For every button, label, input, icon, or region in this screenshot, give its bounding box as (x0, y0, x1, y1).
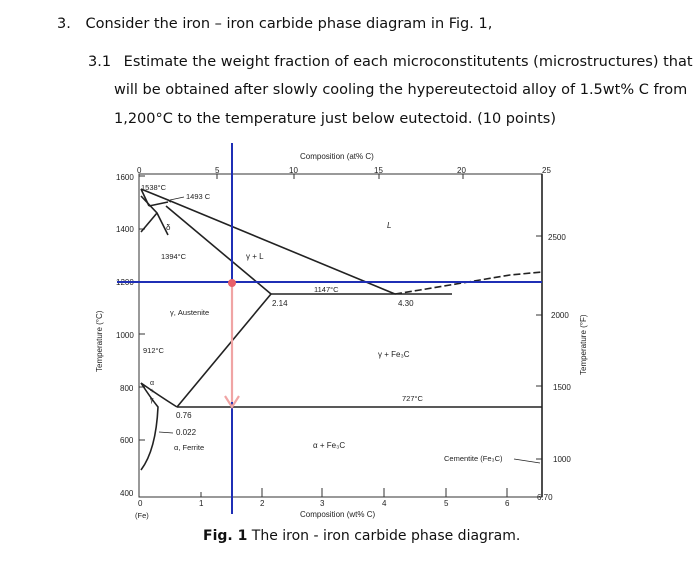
right-tick-2500: 2500 (548, 233, 566, 242)
acm-line (176, 293, 272, 408)
subquestion-line-1: 3.1 Estimate the weight fraction of each… (88, 54, 693, 70)
top-axis-label: Composition (at% C) (300, 152, 374, 161)
liquidus-gamma (167, 199, 396, 295)
right-tick-2000: 2000 (551, 311, 569, 320)
a3-line (140, 382, 178, 408)
bottom-tick-670: 6.70 (537, 493, 553, 502)
label-liquid: L (387, 221, 391, 230)
bottom-tick-3: 3 (320, 499, 325, 508)
caption-bold: Fig. 1 (203, 528, 248, 544)
bottom-axis-ticks (200, 488, 508, 497)
bottom-tick-5: 5 (444, 499, 449, 508)
bottom-axis-label: Composition (wt% C) (300, 510, 375, 519)
caption-text: The iron - iron carbide phase diagram. (247, 528, 521, 544)
label-1538: 1538°C (141, 183, 167, 192)
subquestion-text-1: Estimate the weight fraction of each mic… (123, 54, 693, 70)
label-214: 2.14 (272, 299, 288, 308)
label-430: 4.30 (398, 299, 414, 308)
label-ferrite-leader (158, 431, 174, 434)
bottom-tick-0: 0 (138, 499, 143, 508)
right-axis-label: Temperature (°F) (579, 314, 588, 375)
label-912: 912°C (143, 346, 165, 355)
question-number: 3. (57, 16, 71, 32)
left-tick-1600: 1600 (116, 173, 134, 182)
left-axis-ticks (139, 175, 145, 441)
top-tick-15: 15 (374, 166, 383, 175)
top-tick-10: 10 (289, 166, 298, 175)
solidus-gamma (165, 205, 272, 295)
peritectic-line (148, 201, 169, 207)
left-tick-1000: 1000 (116, 331, 134, 340)
subquestion-line-3: 1,200°C to the temperature just below eu… (114, 111, 556, 127)
left-tick-400: 400 (120, 489, 134, 498)
label-alpha-gamma-a: α (150, 380, 154, 387)
top-tick-25: 25 (542, 166, 551, 175)
right-axis-ticks (536, 235, 542, 460)
subquestion-line-2: will be obtained after slowly cooling th… (114, 82, 688, 98)
label-alpha-gamma-g: γ (150, 397, 154, 404)
top-tick-5: 5 (215, 166, 220, 175)
label-0022: 0.022 (176, 428, 197, 437)
left-tick-800: 800 (120, 384, 134, 393)
bottom-tick-2: 2 (260, 499, 265, 508)
bottom-fe-label: (Fe) (135, 511, 149, 520)
cooling-arrow-head (224, 395, 240, 410)
bottom-tick-1: 1 (199, 499, 204, 508)
label-delta: δ (166, 223, 171, 232)
bottom-tick-6: 6 (505, 499, 510, 508)
label-alpha-fe3c: α + Fe₃C (313, 441, 345, 450)
label-gamma-fe3c: γ + Fe₃C (378, 350, 410, 359)
label-cementite-leader (513, 458, 541, 464)
label-alpha-gamma-plus: + (150, 388, 154, 395)
solvus-ferrite (140, 382, 159, 471)
phase-boundaries (140, 188, 542, 471)
right-tick-1500: 1500 (553, 383, 571, 392)
question-intro: 3. Consider the iron – iron carbide phas… (57, 16, 492, 32)
figure-caption: Fig. 1 The iron - iron carbide phase dia… (203, 528, 520, 544)
subquestion-number: 3.1 (88, 54, 112, 70)
question-intro-text: Consider the iron – iron carbide phase d… (85, 16, 493, 32)
bottom-tick-4: 4 (382, 499, 387, 508)
top-axis-ticks (216, 174, 464, 179)
right-tick-1000: 1000 (553, 455, 571, 464)
top-tick-0: 0 (137, 166, 142, 175)
label-austenite: γ, Austenite (170, 308, 209, 317)
label-1147: 1147°C (314, 285, 339, 294)
left-tick-600: 600 (120, 436, 134, 445)
label-1493-leader (169, 196, 185, 201)
start-point-marker (228, 279, 236, 287)
top-tick-20: 20 (457, 166, 466, 175)
label-cementite: Cementite (Fe₃C) (444, 454, 503, 463)
label-1493: 1493 C (186, 192, 211, 201)
left-axis-label: Temperature (°C) (95, 310, 104, 372)
label-gamma-l: γ + L (246, 252, 264, 261)
label-1394: 1394°C (161, 252, 187, 261)
label-727: 727°C (402, 394, 424, 403)
delta-gamma-left (140, 212, 158, 233)
left-tick-1400: 1400 (116, 225, 134, 234)
label-ferrite: α, Ferrite (174, 443, 204, 452)
label-076: 0.76 (176, 411, 192, 420)
